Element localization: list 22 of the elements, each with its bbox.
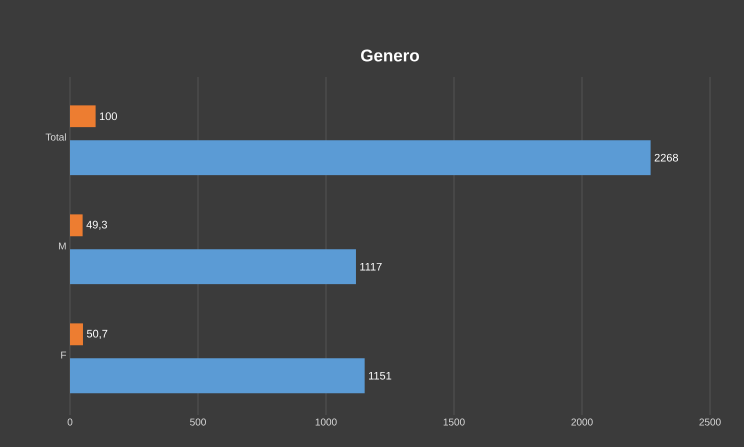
- x-tick-label: 1500: [444, 418, 465, 426]
- x-tick-label: 2500: [699, 418, 721, 426]
- y-tick-label: M: [58, 242, 66, 250]
- bar: [70, 323, 83, 346]
- data-label: 1151: [369, 372, 392, 380]
- bar: [70, 249, 356, 284]
- bar: [70, 214, 83, 236]
- bar: [70, 105, 96, 128]
- data-label: 49,3: [86, 220, 107, 230]
- bar: [70, 140, 651, 176]
- data-label: 1117: [360, 262, 382, 270]
- data-label: 2268: [654, 154, 678, 162]
- x-tick-label: 0: [68, 418, 72, 426]
- data-label: 50,7: [86, 330, 108, 339]
- y-tick-label: F: [61, 352, 66, 358]
- chart-title: Genero: [361, 50, 419, 62]
- x-tick-label: 2000: [571, 418, 593, 426]
- x-tick-label: 1000: [316, 418, 337, 426]
- data-label: 100: [100, 112, 117, 120]
- y-tick-label: Total: [46, 133, 66, 141]
- bar: [70, 358, 365, 394]
- x-tick-label: 500: [190, 418, 206, 426]
